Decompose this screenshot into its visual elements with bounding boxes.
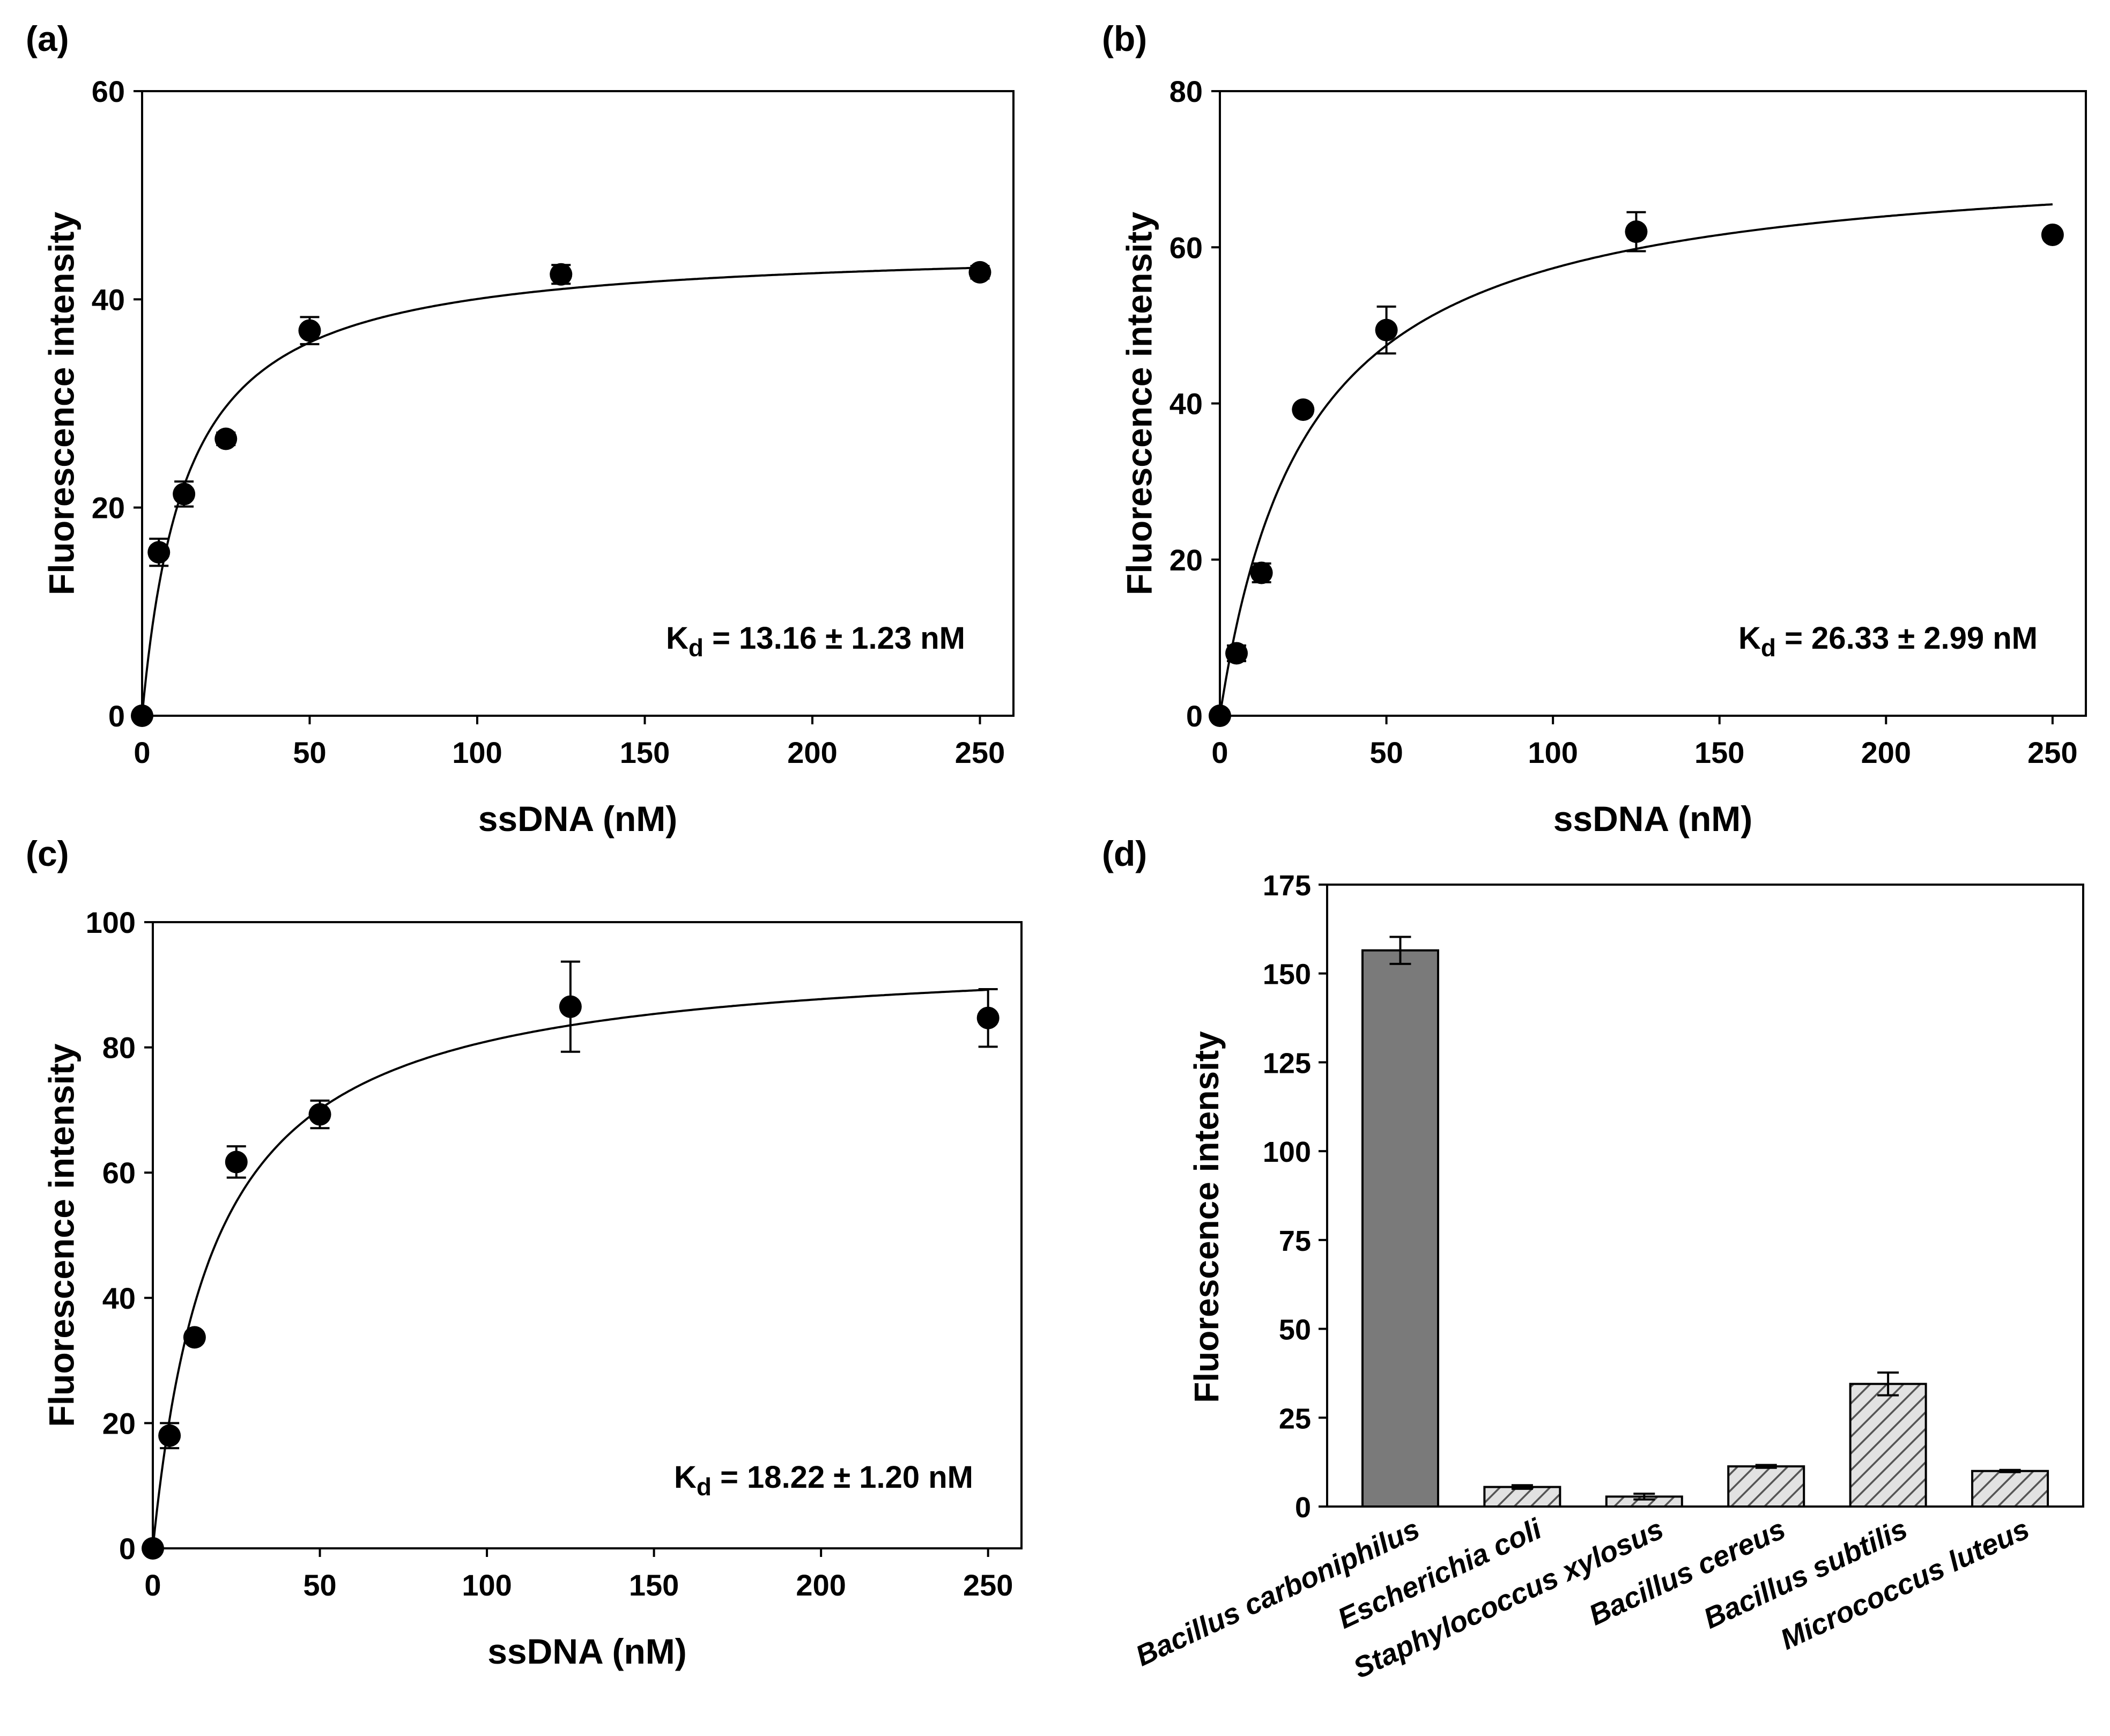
chart-panel-b: 0 50 100 150 200 250 0 20 40 60 80 ssDNA (nM) Fluore… — [1119, 75, 2087, 839]
x-tick-label-c: 50 — [303, 1568, 336, 1602]
data-point-c — [183, 1326, 206, 1349]
x-tick-label-b: 100 — [1528, 736, 1578, 769]
y-tick-label-d: 0 — [1295, 1492, 1311, 1524]
data-point-c — [142, 1537, 164, 1560]
y-tick-label-c: 20 — [102, 1406, 136, 1440]
fit-curve-a — [141, 266, 980, 716]
x-axis-title-c: ssDNA (nM) — [487, 1631, 687, 1671]
y-tick-label-a: 20 — [92, 491, 125, 525]
data-point-c — [158, 1424, 181, 1447]
x-tick-label-a: 250 — [955, 736, 1005, 769]
bar-d — [1849, 1383, 1927, 1508]
chart-panel-a: 0 50 100 150 200 250 0 20 40 60 ssDNA (nM) Fluoresc… — [41, 75, 1015, 839]
x-tick-label-a: 150 — [620, 736, 670, 769]
x-axis-title-b: ssDNA (nM) — [1553, 799, 1753, 839]
data-point-b — [1250, 561, 1273, 584]
panel-label-b: (b) — [1102, 19, 1147, 58]
panel-label-a: (a) — [26, 19, 69, 58]
x-tick-label-b: 200 — [1861, 736, 1911, 769]
data-point-a — [550, 263, 573, 286]
data-point-b — [1625, 220, 1648, 243]
x-tick-label-a: 0 — [134, 736, 150, 769]
y-tick-label-a: 0 — [108, 699, 125, 733]
y-tick-label-d: 75 — [1279, 1225, 1311, 1257]
x-tick-label-a: 100 — [452, 736, 502, 769]
y-tick-label-a: 40 — [92, 283, 125, 316]
data-point-b — [1375, 318, 1398, 342]
y-axis-title-b: Fluorescence intensity — [1119, 212, 1159, 596]
data-point-c — [225, 1151, 248, 1174]
y-tick-label-c: 0 — [119, 1532, 136, 1566]
x-tick-label-a: 200 — [787, 736, 837, 769]
y-axis-title-c: Fluorescence intensity — [41, 1043, 81, 1427]
plot-frame-d — [1326, 884, 2084, 1508]
y-axis-title-a: Fluorescence intensity — [41, 212, 81, 596]
data-point-a — [298, 319, 321, 342]
y-axis-title-d: Fluorescence intensity — [1187, 1031, 1226, 1403]
plot-frame-c — [152, 921, 1023, 1549]
data-point-c — [308, 1103, 331, 1126]
y-tick-label-d: 100 — [1263, 1136, 1311, 1168]
x-tick-label-b: 50 — [1369, 736, 1403, 769]
y-tick-label-c: 80 — [102, 1031, 136, 1065]
data-point-a — [147, 541, 171, 564]
chart-panel-c: 0 50 100 150 200 250 0 20 40 60 80 100 ssDNA (nM) Flu… — [41, 906, 1023, 1671]
x-tick-label-c: 0 — [144, 1568, 161, 1602]
x-tick-label-b: 150 — [1694, 736, 1744, 769]
chart-panel-d: 0 25 50 75 100 125 150 175 Fluorescence intensit… — [1131, 870, 2084, 1685]
y-tick-label-d: 25 — [1279, 1403, 1311, 1435]
bar-d — [1971, 1470, 2049, 1508]
data-point-a — [131, 704, 153, 727]
y-tick-label-b: 40 — [1169, 387, 1203, 421]
data-point-c — [559, 995, 582, 1018]
kd-annotation-a: Kd = 13.16 ± 1.23 nM — [666, 621, 965, 662]
x-tick-label-c: 150 — [629, 1568, 679, 1602]
data-point-a — [968, 261, 991, 284]
x-axis-title-a: ssDNA (nM) — [478, 799, 678, 839]
plot-frame-a — [141, 90, 1015, 717]
y-tick-label-c: 60 — [102, 1156, 136, 1190]
y-tick-label-b: 0 — [1186, 699, 1203, 733]
bar-d — [1727, 1465, 1805, 1508]
data-point-a — [173, 483, 196, 506]
y-tick-label-c: 40 — [102, 1281, 136, 1315]
x-tick-label-b: 250 — [2027, 736, 2077, 769]
x-tick-label-b: 0 — [1211, 736, 1228, 769]
bar-d — [1483, 1486, 1561, 1508]
x-tick-label-c: 200 — [796, 1568, 846, 1602]
y-tick-label-b: 80 — [1169, 75, 1203, 108]
y-tick-label-d: 175 — [1263, 870, 1311, 902]
kd-annotation-c: Kd = 18.22 ± 1.20 nM — [674, 1460, 973, 1501]
y-tick-label-d: 125 — [1263, 1047, 1311, 1079]
y-tick-label-d: 150 — [1263, 959, 1311, 991]
y-tick-label-b: 60 — [1169, 231, 1203, 264]
panel-label-c: (c) — [26, 834, 69, 873]
x-tick-label-c: 100 — [462, 1568, 512, 1602]
y-tick-label-a: 60 — [92, 75, 125, 108]
x-tick-label-c: 250 — [963, 1568, 1013, 1602]
data-point-b — [1225, 642, 1248, 665]
bar-d — [1361, 949, 1439, 1508]
y-tick-label-d: 50 — [1279, 1314, 1311, 1346]
data-point-c — [976, 1006, 1000, 1029]
data-point-b — [2041, 223, 2064, 246]
y-tick-label-c: 100 — [86, 906, 136, 939]
data-point-b — [1292, 398, 1315, 421]
data-point-b — [1209, 704, 1231, 727]
panel-label-d: (d) — [1102, 834, 1147, 873]
category-label-d: Bacillus cereus — [1584, 1512, 1790, 1631]
x-tick-label-a: 50 — [293, 736, 326, 769]
data-point-a — [214, 427, 238, 450]
kd-annotation-b: Kd = 26.33 ± 2.99 nM — [1738, 621, 2038, 662]
y-tick-label-b: 20 — [1169, 543, 1203, 577]
